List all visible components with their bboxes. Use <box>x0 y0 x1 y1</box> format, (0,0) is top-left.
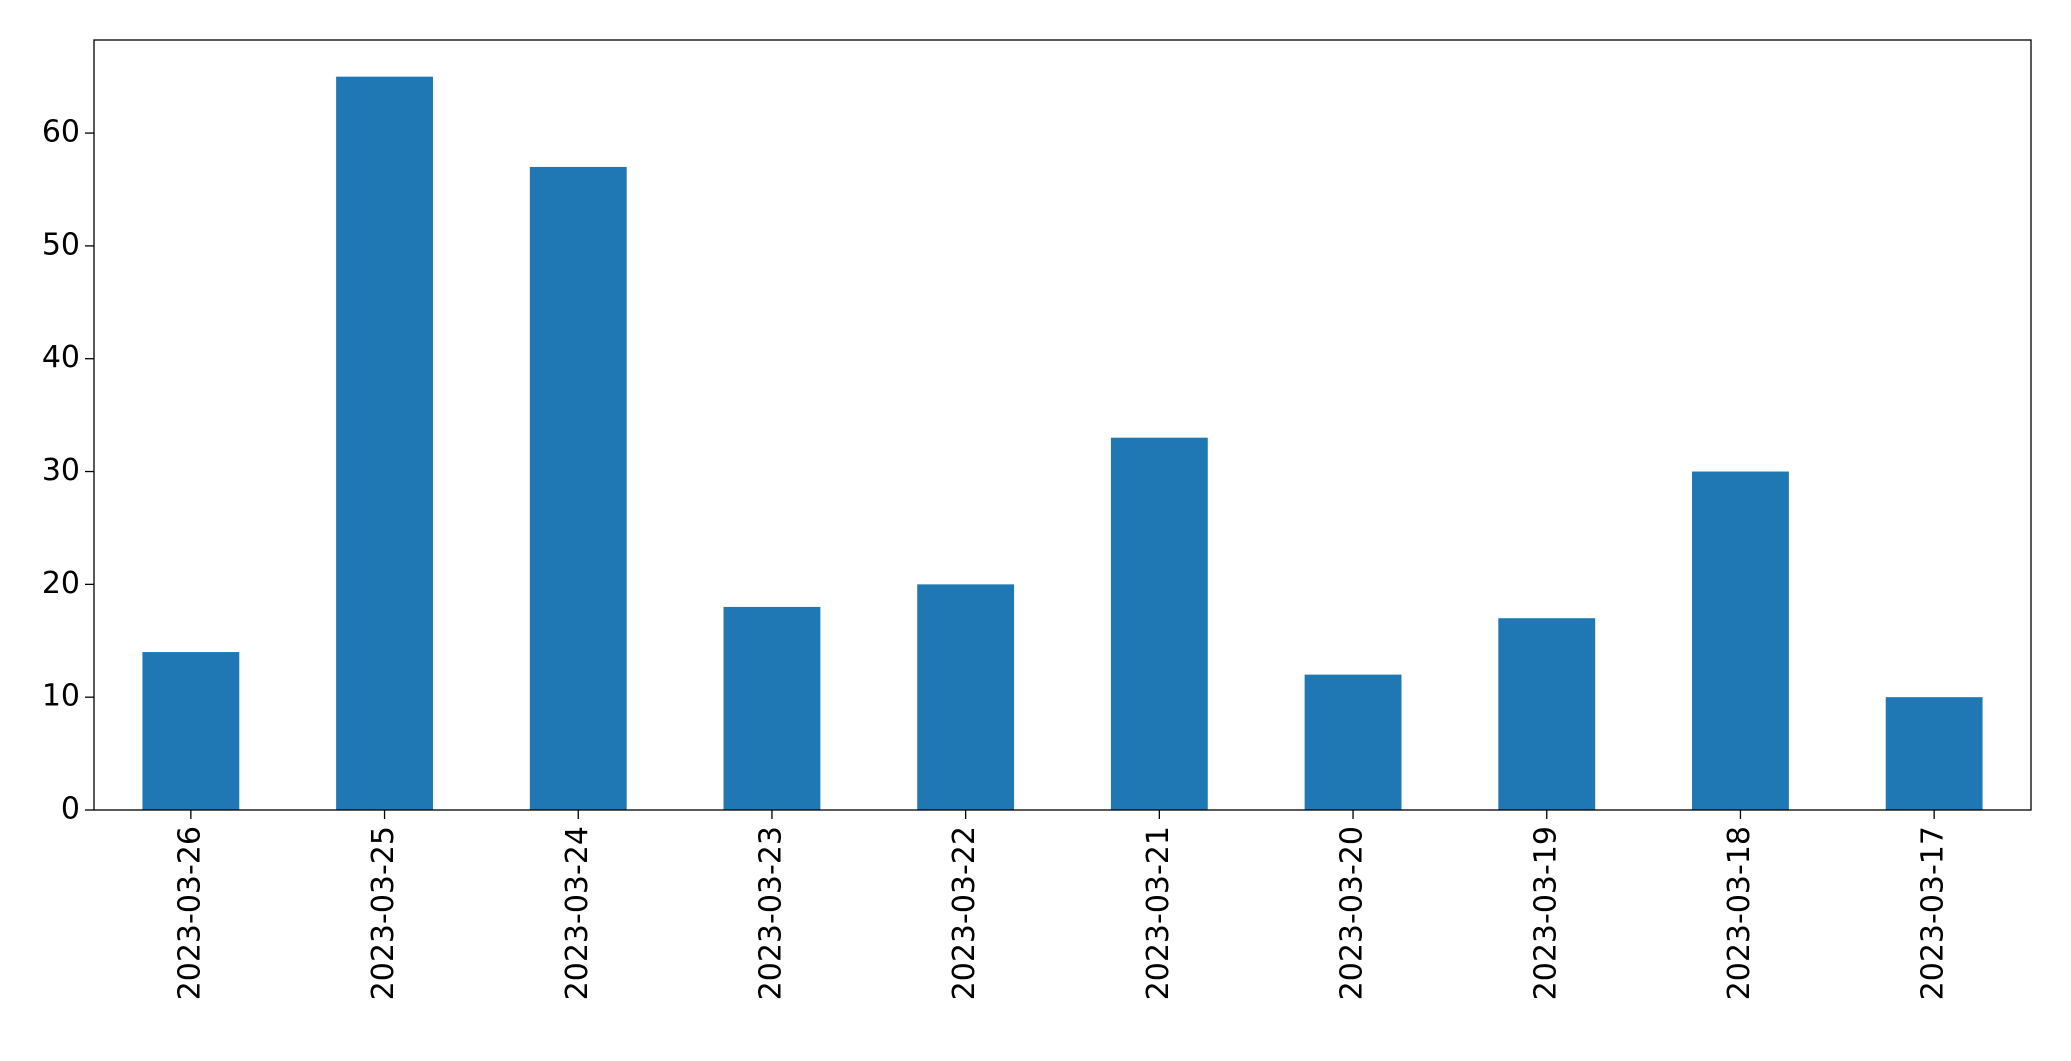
axes-frame <box>93 39 2032 811</box>
bar <box>1304 674 1402 810</box>
bar <box>336 76 433 810</box>
y-tick-label: 40 <box>42 340 80 375</box>
x-tick-label: 2023-03-24 <box>560 826 595 1000</box>
y-tick-label: 0 <box>61 792 80 827</box>
x-tick-label: 2023-03-18 <box>1722 826 1757 1000</box>
y-tick-label: 50 <box>42 227 80 262</box>
bar <box>1110 437 1208 810</box>
bar <box>529 166 627 810</box>
y-tick-label: 60 <box>42 115 80 150</box>
x-tick-label: 2023-03-19 <box>1528 826 1563 1000</box>
bar <box>1885 697 1983 810</box>
x-tick-label: 2023-03-26 <box>172 826 207 1000</box>
bar <box>1692 471 1789 810</box>
y-tick-label: 20 <box>42 566 80 601</box>
x-tick-label: 2023-03-22 <box>947 826 982 1000</box>
y-tick-label: 30 <box>42 453 80 488</box>
bar <box>1498 618 1596 810</box>
x-tick-label: 2023-03-23 <box>753 826 788 1000</box>
x-tick-label: 2023-03-20 <box>1335 826 1370 1000</box>
bar <box>142 652 240 810</box>
bar <box>723 606 821 810</box>
x-tick-label: 2023-03-25 <box>366 826 401 1000</box>
x-tick-label: 2023-03-17 <box>1916 826 1951 1000</box>
x-tick-label: 2023-03-21 <box>1141 826 1176 1000</box>
bar <box>917 584 1015 810</box>
y-tick-label: 10 <box>42 679 80 714</box>
